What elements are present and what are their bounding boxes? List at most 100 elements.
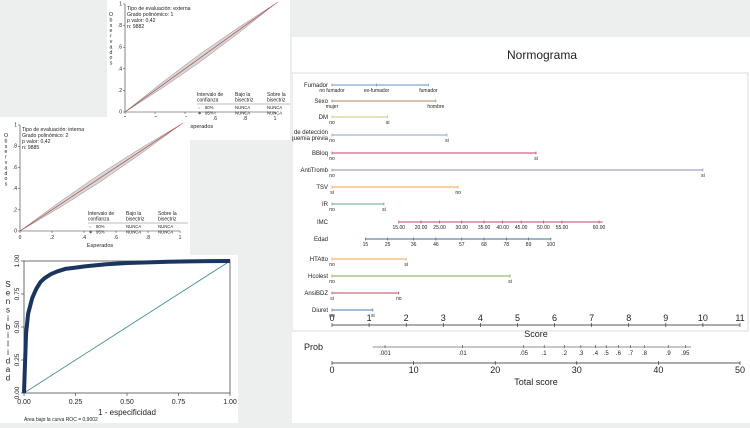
x-tick-label: 0.50 [120, 399, 134, 406]
y-axis-label-letter: r [5, 155, 7, 161]
x-tick-label: .8 [146, 235, 150, 241]
x-tick-label: 1 [274, 116, 277, 122]
y-axis-label-letter: i [7, 331, 9, 340]
total-tick-label: 50 [735, 365, 745, 375]
variable-level-label: no [396, 296, 402, 302]
variable-level-label: hombre [427, 104, 444, 110]
y-axis-label-letter: s [5, 144, 8, 150]
prob-tick-label: .01 [458, 351, 467, 357]
stats-line: n: 9882 [127, 24, 144, 30]
y-axis-label-letter: a [5, 165, 8, 171]
table-cell: NUNCA [158, 224, 173, 229]
variable-name: AntiTromb [301, 168, 329, 174]
variable-level-label: fumador [419, 88, 438, 94]
y-axis-label-letter: b [5, 138, 8, 144]
stats-line: Grado polinómico: 2 [22, 133, 69, 139]
prob-label: Prob [304, 342, 323, 352]
variable-level-label: 35.00 [478, 225, 491, 231]
table-cell: 95% [96, 230, 105, 235]
variable-level-label: 25 [385, 242, 391, 248]
y-axis-label-letter: s [5, 182, 8, 188]
variable-level-label: no [329, 120, 335, 126]
variable-level-label: no [455, 190, 461, 196]
nomogram-title: Normograma [507, 48, 577, 62]
variable-level-label: 45.00 [515, 225, 528, 231]
variable-level-label: mujer [326, 104, 339, 110]
x-tick-label: 0.00 [17, 399, 31, 406]
variable-level-label: 30.00 [456, 225, 469, 231]
y-axis-label-letter: e [110, 28, 113, 34]
score-tick-label: 6 [552, 313, 557, 323]
variable-name: Prueba de detección [292, 130, 328, 136]
y-axis-label-letter: d [5, 171, 8, 177]
x-tick-label: .8 [243, 116, 247, 122]
table-marker: ✱ [89, 230, 93, 235]
variable-level-label: si [701, 173, 705, 179]
y-tick-label: .6 [13, 165, 17, 171]
variable-level-label: ex-fumador [364, 88, 390, 94]
score-tick-label: 4 [478, 313, 483, 323]
y-axis-label-letter: a [110, 44, 113, 50]
variable-level-label: si [404, 262, 408, 268]
variable-level-label: no fumador [319, 88, 345, 94]
y-axis-label-letter: i [7, 348, 9, 357]
y-axis-label-letter: b [6, 323, 11, 332]
table-cell: NUNCA [235, 111, 250, 116]
x-axis-label: Esperados [187, 124, 214, 130]
nomogram-panel: Normograma Fumador no fumador ex-fumador fum… [273, 37, 750, 423]
y-tick-label: .2 [118, 88, 122, 94]
score-axis-label: Score [524, 329, 548, 339]
y-tick-label: .8 [118, 23, 122, 29]
y-axis-label-letter: r [110, 34, 112, 40]
stats-line: Tipo de evaluación: interna [22, 127, 84, 133]
y-tick-label: 0.50 [14, 320, 21, 333]
y-axis-label-letter: s [110, 61, 113, 67]
variable-level-label: si [371, 313, 375, 319]
variable-name: Hcolest [308, 274, 328, 280]
y-axis-label-letter: d [110, 50, 113, 56]
variable-level-label: si [508, 279, 512, 285]
variable-name: Edad [314, 237, 328, 243]
prob-tick-label: .1 [542, 351, 548, 357]
calibration-internal-chart: 0.2.4.6.8 10.2.4.6.81ObservadosEsperadosT… [4, 122, 188, 249]
variable-level-label: 15.00 [393, 225, 406, 231]
variable-level-label: si [534, 156, 538, 162]
score-tick-label: 5 [515, 313, 520, 323]
table-cell: NUNCA [267, 105, 282, 110]
table-header: confianza [88, 217, 110, 223]
y-axis-label-letter: e [6, 289, 11, 298]
variable-level-label: si [330, 190, 334, 196]
prob-tick-label: .9 [666, 351, 672, 357]
roc-chart: 0.00 0.25 0.50 0.75 1.00 0.00 0.25 0.50 0.75 1.00… [5, 254, 237, 423]
variable-level-label: 36 [411, 242, 417, 248]
total-tick-label: 30 [572, 365, 582, 375]
table-header: Intervalo de [197, 92, 223, 98]
bisector-line [19, 122, 184, 232]
total-tick-label: 20 [490, 365, 500, 375]
table-header: bisectriz [267, 98, 286, 104]
score-tick-label: 0 [329, 313, 334, 323]
variable-name: HTAtto [310, 257, 329, 263]
variable-name: TSV [316, 185, 328, 191]
variable-name: BBloq [312, 151, 328, 157]
roc-panel: 0.00 0.25 0.50 0.75 1.00 0.00 0.25 0.50 0.75 1.00… [0, 254, 238, 423]
y-axis-label-letter: v [110, 39, 113, 45]
prob-tick-label: .05 [520, 351, 529, 357]
y-axis-label-letter: o [5, 176, 8, 182]
variable-level-label: si [382, 207, 386, 213]
table-cell: NUNCA [126, 224, 141, 229]
y-tick-label: 0.75 [14, 287, 21, 300]
stats-line: Grado polinómico: 1 [127, 12, 174, 18]
variable-level-label: 15 [363, 242, 369, 248]
table-header: bisectriz [126, 217, 145, 223]
stats-line: p valor: 0,42 [127, 18, 156, 24]
y-axis-label-letter: e [5, 149, 8, 155]
y-axis-label-letter: o [110, 55, 113, 61]
x-tick-label: .6 [213, 116, 217, 122]
prob-tick-label: .001 [379, 351, 391, 357]
variable-level-label: si [386, 120, 390, 126]
x-axis-label: 1 - especificidad [98, 408, 156, 417]
variable-name: AnsiBDZ [304, 291, 328, 297]
y-tick-label: 0.00 [14, 386, 21, 399]
